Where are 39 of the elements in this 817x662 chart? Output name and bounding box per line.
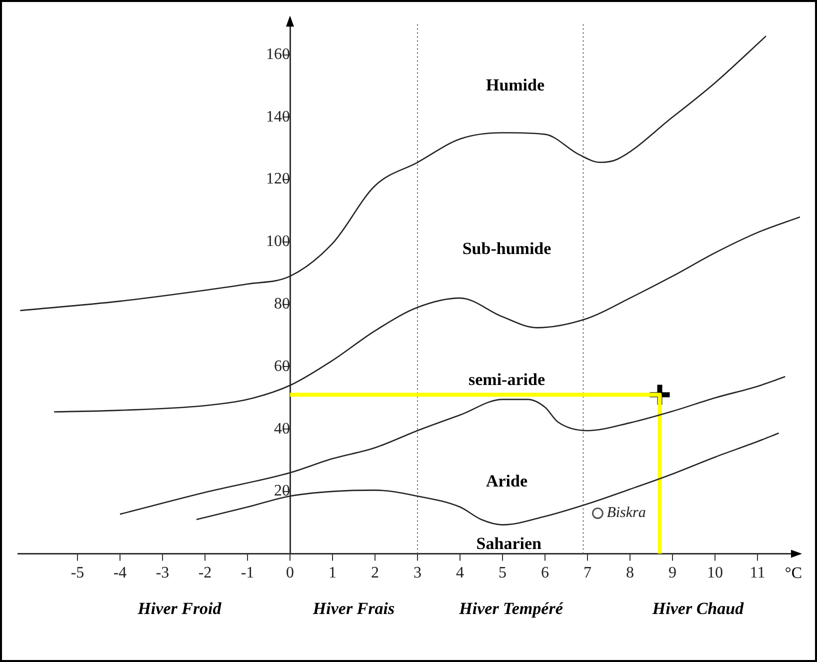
line-series xyxy=(53,216,800,413)
annotation: Aride xyxy=(486,471,528,490)
x-tick-label: -3 xyxy=(156,564,170,582)
annotation: Humide xyxy=(486,75,545,94)
x-tick-label: 3 xyxy=(414,564,422,582)
x-tick-label: -1 xyxy=(240,564,254,582)
x-tick-label: 4 xyxy=(456,564,464,582)
y-tick-label: 100 xyxy=(266,233,290,250)
y-tick-label: 160 xyxy=(266,46,290,63)
text: Hiver Chaud xyxy=(651,599,744,618)
y-tick-label: 60 xyxy=(274,358,290,375)
annotation: Sub-humide xyxy=(462,239,552,258)
x-tick-label: 5 xyxy=(498,564,506,582)
annotation: semi-aride xyxy=(468,370,546,390)
line-series xyxy=(19,35,767,312)
x-tick-label: 7 xyxy=(584,564,592,582)
y-tick-label: 140 xyxy=(266,108,290,126)
series-label: Biskra xyxy=(606,505,646,522)
x-tick-label: -4 xyxy=(113,564,127,582)
x-axis-title: °C xyxy=(784,565,802,582)
y-tick-label: 80 xyxy=(274,295,290,312)
annotation: Saharien xyxy=(476,534,542,553)
x-tick-label: -5 xyxy=(70,564,84,582)
x-tick-label: 8 xyxy=(626,564,634,582)
text: Hiver Froid xyxy=(136,599,222,618)
x-tick-label: 10 xyxy=(707,564,723,582)
y-tick-label: 20 xyxy=(274,482,290,500)
x-tick-label: 2 xyxy=(371,564,379,582)
text: Hiver Tempéré xyxy=(458,599,564,618)
x-tick-label: 1 xyxy=(328,564,336,582)
text: Hiver Frais xyxy=(312,599,395,618)
x-tick-label: 9 xyxy=(668,564,676,582)
x-tick-label: 11 xyxy=(750,564,766,582)
x-tick-label: -2 xyxy=(198,564,212,582)
x-tick-label: 0 xyxy=(286,564,294,582)
y-tick-label: 40 xyxy=(274,420,290,438)
x-tick-label: 6 xyxy=(541,564,549,582)
y-tick-label: 120 xyxy=(266,170,290,188)
line-series xyxy=(196,432,780,526)
